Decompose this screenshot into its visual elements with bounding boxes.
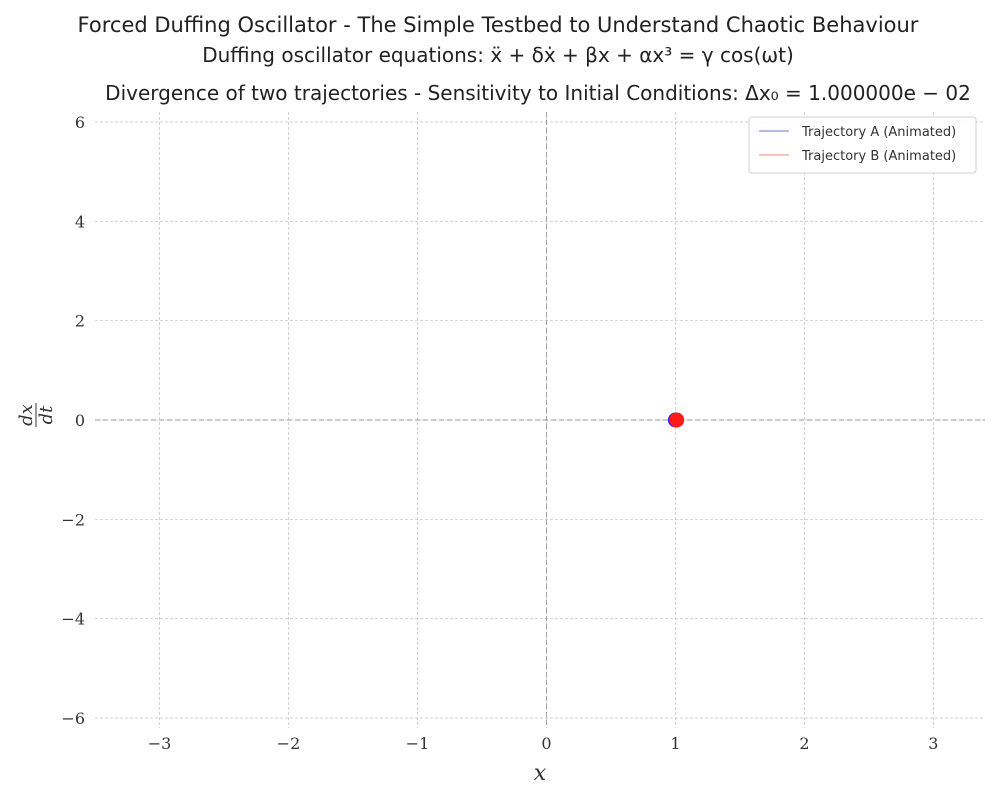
y-axis-label: dx dt bbox=[16, 403, 57, 427]
y-tick-label: 6 bbox=[75, 113, 85, 132]
y-tick-label: 4 bbox=[75, 212, 85, 231]
x-tick-label: −3 bbox=[148, 734, 172, 753]
trajectory-b-point bbox=[669, 412, 685, 428]
x-tick-labels: −3 −2 −1 0 1 2 3 bbox=[148, 734, 939, 753]
x-tick-label: −2 bbox=[277, 734, 301, 753]
y-tick-label: −2 bbox=[61, 510, 85, 529]
legend-label: Trajectory A (Animated) bbox=[801, 125, 956, 140]
y-tick-label: −6 bbox=[61, 709, 85, 728]
x-tick-label: 3 bbox=[928, 734, 938, 753]
chart-subtitle: Duffing oscillator equations: ẍ + δẋ + β… bbox=[202, 43, 794, 67]
chart-subtitle-2: Divergence of two trajectories - Sensiti… bbox=[105, 81, 971, 105]
x-tick-label: 2 bbox=[799, 734, 809, 753]
legend-box bbox=[748, 116, 977, 174]
y-axis-label-denominator: dt bbox=[36, 405, 57, 425]
legend-label: Trajectory B (Animated) bbox=[801, 149, 956, 164]
x-tick-label: 1 bbox=[670, 734, 680, 753]
x-tick-label: 0 bbox=[541, 734, 551, 753]
chart-title: Forced Duffing Oscillator - The Simple T… bbox=[78, 13, 919, 37]
y-tick-label: −4 bbox=[61, 610, 85, 629]
zero-lines bbox=[95, 112, 985, 728]
x-axis-label: x bbox=[534, 761, 547, 786]
y-tick-labels: −6 −4 −2 0 2 4 6 bbox=[61, 113, 85, 728]
y-axis-label-numerator: dx bbox=[16, 404, 37, 426]
y-tick-label: 2 bbox=[75, 312, 85, 331]
y-tick-label: 0 bbox=[75, 411, 85, 430]
x-tick-label: −1 bbox=[406, 734, 430, 753]
legend: Trajectory A (Animated) Trajectory B (Ani… bbox=[748, 116, 977, 174]
data-points bbox=[667, 412, 685, 428]
